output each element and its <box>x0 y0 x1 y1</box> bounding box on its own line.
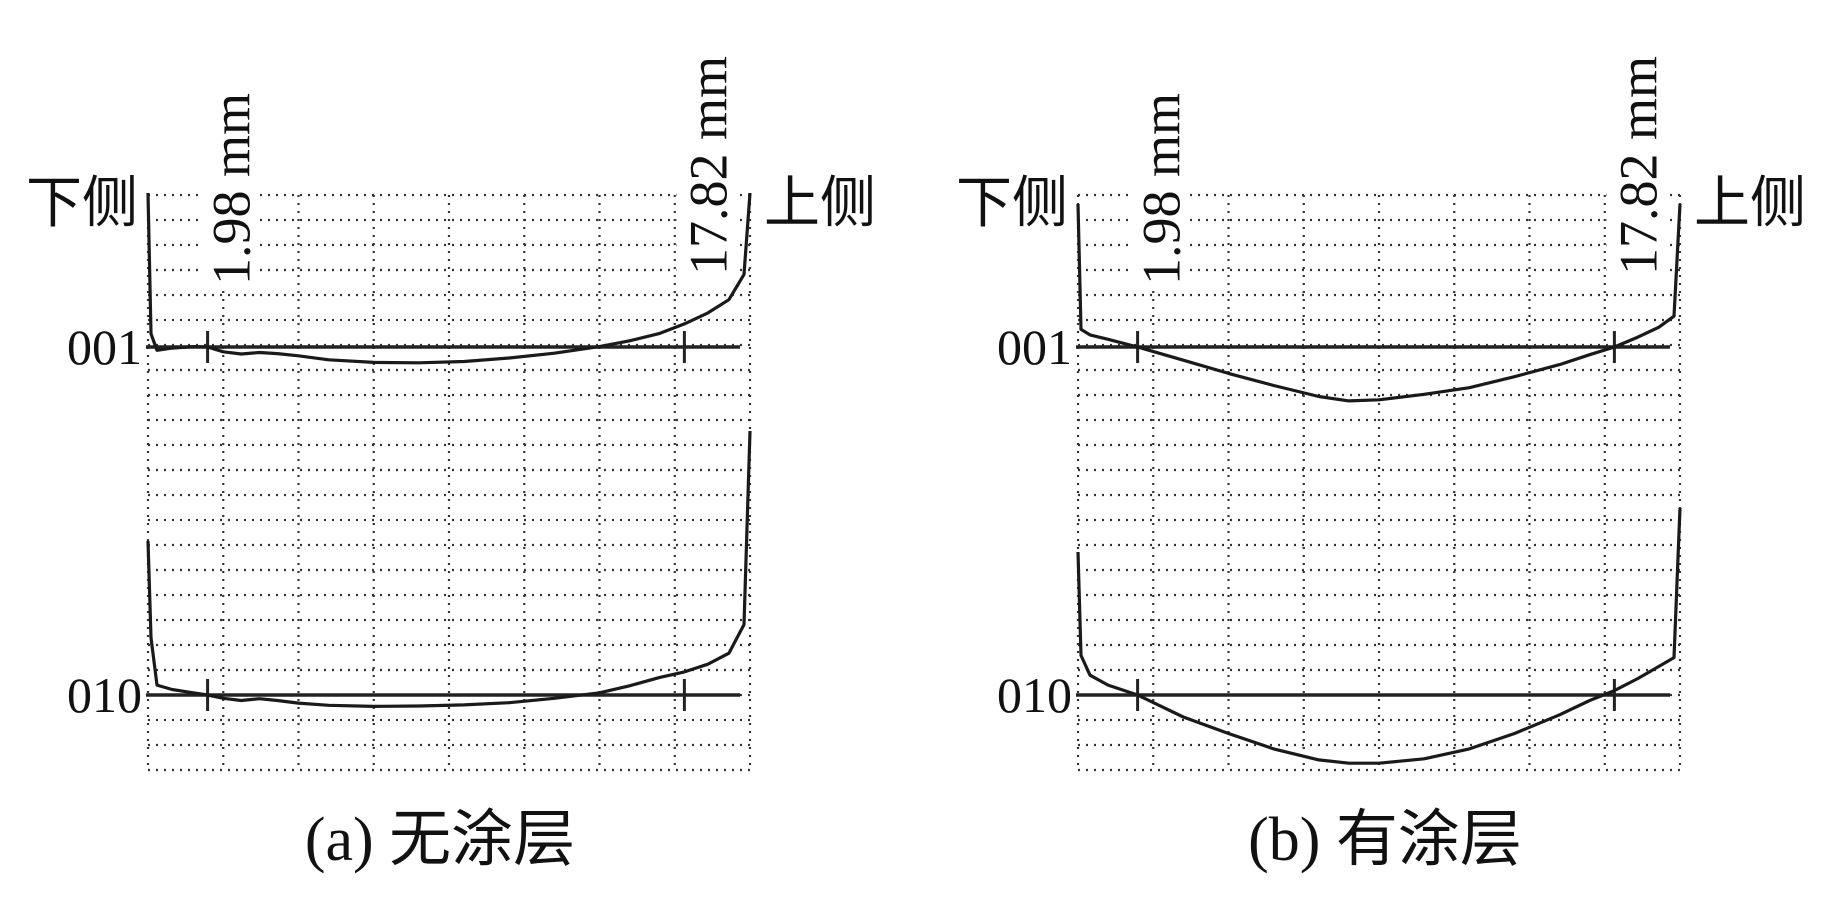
series-line-001 <box>146 192 752 365</box>
panel-caption: (b) 有涂层 <box>1248 806 1522 874</box>
series-line-010 <box>1076 507 1682 765</box>
marker-label-text: 1.98 mm <box>202 93 262 285</box>
row-label-001: 001 <box>67 319 142 375</box>
series-line-001 <box>1076 203 1682 403</box>
marker-label-text: 17.82 mm <box>1608 56 1668 275</box>
left-side-label: 下侧 <box>26 173 138 235</box>
row-label-010: 010 <box>997 667 1072 723</box>
marker-label-bg <box>676 0 735 281</box>
row-label-010: 010 <box>67 667 142 723</box>
left-side-label: 下侧 <box>956 173 1068 235</box>
row-label-001: 001 <box>997 319 1072 375</box>
marker-label-left: 1.98 mm <box>199 66 262 291</box>
panel-b: 001 010 1.98 mm 17.82 mm 下侧 上侧 (b) 有涂层 <box>956 0 1806 874</box>
panel-caption: (a) 无涂层 <box>305 806 575 874</box>
marker-label-left: 1.98 mm <box>1129 66 1192 291</box>
right-side-label: 上侧 <box>1694 173 1806 235</box>
marker-label-bg <box>1606 0 1665 281</box>
marker-label-bg <box>1129 66 1188 291</box>
marker-label-text: 17.82 mm <box>678 56 738 275</box>
marker-label-bg <box>199 66 258 291</box>
marker-label-right: 17.82 mm <box>1606 0 1668 281</box>
series-line-010 <box>146 430 752 709</box>
marker-label-text: 1.98 mm <box>1132 93 1192 285</box>
marker-label-right: 17.82 mm <box>676 0 738 281</box>
panel-a: 001 010 1.98 mm 17.82 mm 下侧 上侧 (a) 无涂层 <box>26 0 876 874</box>
right-side-label: 上侧 <box>764 173 876 235</box>
